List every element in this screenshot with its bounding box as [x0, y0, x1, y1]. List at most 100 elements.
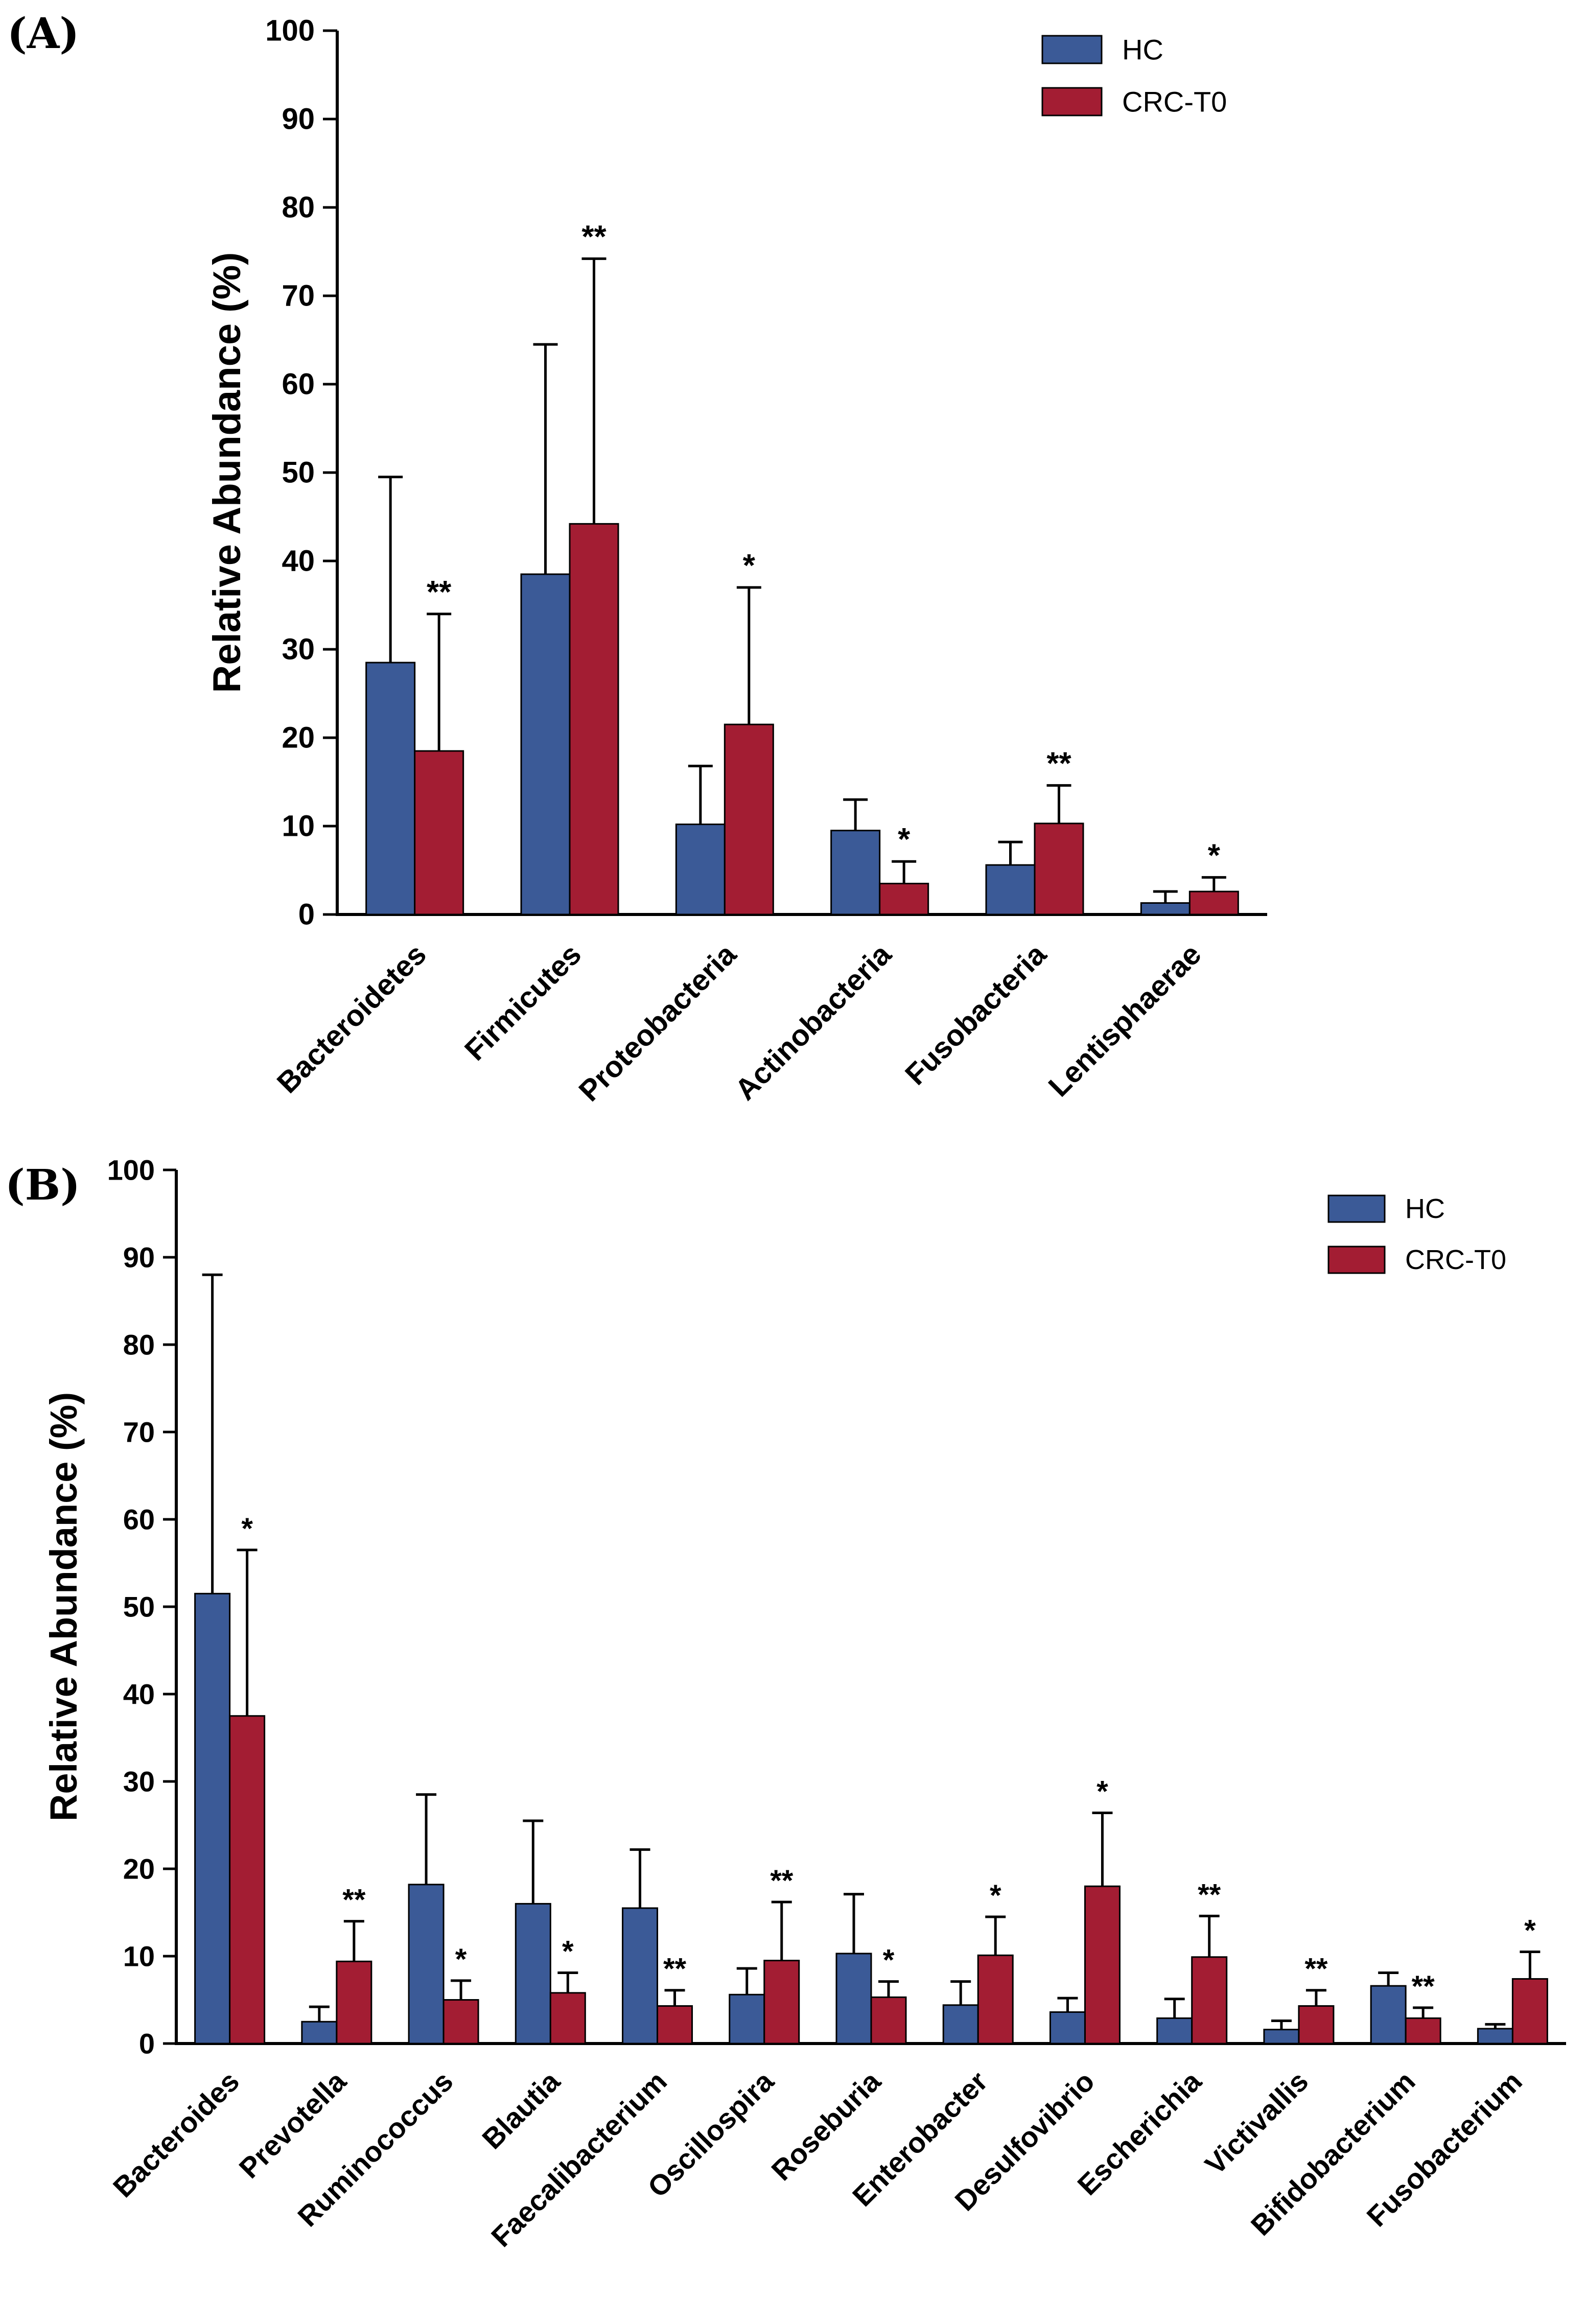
bar — [1263, 2029, 1300, 2045]
bar — [879, 882, 929, 915]
x-category-label: Bacteroidetes — [271, 937, 433, 1099]
x-category-label: Victivallis — [1199, 2065, 1315, 2181]
y-tick-label: 90 — [123, 1241, 155, 1274]
y-tick-label: 80 — [282, 191, 315, 224]
significance-star: * — [1097, 1775, 1108, 1809]
bar — [1049, 2011, 1086, 2045]
y-tick-label: 70 — [123, 1416, 155, 1448]
bar — [515, 1903, 551, 2045]
bar — [1370, 1985, 1407, 2045]
y-tick-label: 10 — [123, 1940, 155, 1973]
significance-star: * — [990, 1879, 1001, 1912]
panel-b-label: (B) — [5, 1161, 80, 1210]
bar — [870, 1996, 907, 2045]
bar — [1405, 2017, 1441, 2045]
bar — [675, 824, 726, 915]
y-tick-label: 60 — [123, 1504, 155, 1536]
x-category-label: Faecalibacterium — [485, 2065, 673, 2253]
bar — [977, 1954, 1014, 2045]
significance-star: ** — [342, 1884, 366, 1917]
bar — [414, 750, 464, 915]
bar — [729, 1993, 765, 2045]
bar — [1140, 902, 1191, 915]
y-axis-title: Relative Abundance (%) — [42, 1392, 85, 1821]
bar — [229, 1715, 266, 2045]
bar — [442, 1999, 479, 2045]
bar — [657, 2005, 693, 2045]
y-tick-label: 0 — [298, 898, 315, 931]
bar — [194, 1592, 231, 2045]
y-tick-label: 60 — [282, 368, 315, 401]
significance-star: ** — [1412, 1970, 1435, 2003]
x-category-label: Bacteroides — [107, 2065, 245, 2203]
y-tick-label: 100 — [265, 14, 315, 48]
significance-star: ** — [663, 1953, 687, 1986]
y-tick-label: 40 — [282, 545, 315, 578]
legend-swatch — [1327, 1246, 1386, 1274]
y-tick-label: 20 — [282, 721, 315, 755]
bar — [1034, 823, 1084, 915]
x-category-label: Firmicutes — [458, 937, 588, 1067]
x-category-label: Lentisphaerae — [1042, 937, 1207, 1103]
y-tick-label: 100 — [107, 1154, 155, 1186]
y-tick-label: 30 — [123, 1766, 155, 1798]
significance-star: ** — [427, 575, 452, 610]
significance-star: * — [1524, 1914, 1536, 1947]
bar — [336, 1960, 372, 2045]
significance-star: * — [883, 1944, 895, 1977]
y-tick-label: 70 — [282, 279, 315, 313]
legend-swatch — [1041, 35, 1103, 64]
x-category-label: Proteobacteria — [572, 937, 743, 1108]
bar — [985, 864, 1036, 915]
bar — [408, 1884, 445, 2045]
significance-star: ** — [770, 1864, 794, 1897]
panel-a-chart: 0 10 20 30 40 50 60 70 80 90 100 Relative Abundance… — [205, 14, 1267, 1108]
bar — [942, 2004, 979, 2045]
bar — [569, 523, 619, 915]
significance-star: * — [1208, 838, 1221, 873]
significance-star: * — [241, 1512, 253, 1545]
legend-label: CRC-T0 — [1405, 1245, 1506, 1275]
significance-star: * — [743, 548, 756, 583]
bar — [1477, 2028, 1513, 2045]
legend-label: CRC-T0 — [1122, 86, 1227, 118]
y-tick-label: 20 — [123, 1853, 155, 1885]
y-tick-label: 40 — [123, 1678, 155, 1710]
bar — [1191, 1956, 1228, 2045]
x-category-label: Fusobacteria — [899, 937, 1053, 1092]
x-category-label: Blautia — [476, 2064, 566, 2155]
y-tick-label: 80 — [123, 1329, 155, 1361]
y-tick-label: 10 — [282, 810, 315, 843]
y-axis-title: Relative Abundance (%) — [205, 252, 249, 693]
bar — [835, 1953, 872, 2045]
y-tick-label: 50 — [282, 456, 315, 489]
x-category-label: Actinobacteria — [729, 937, 898, 1107]
y-tick-label: 50 — [123, 1591, 155, 1623]
legend-label: HC — [1122, 34, 1163, 66]
bar — [1188, 890, 1239, 915]
significance-star: ** — [1304, 1953, 1328, 1986]
bar — [830, 830, 881, 915]
y-tick-label: 0 — [139, 2028, 155, 2060]
legend-swatch — [1327, 1194, 1386, 1223]
significance-star: * — [455, 1943, 467, 1976]
bar — [622, 1907, 659, 2045]
bar — [520, 573, 571, 915]
bar — [724, 723, 774, 915]
bar — [365, 662, 416, 915]
panel-b-chart: 0 10 20 30 40 50 60 70 80 90 100 Relative Abundance… — [42, 1154, 1566, 2253]
bar — [549, 1992, 586, 2045]
significance-star: ** — [581, 219, 607, 254]
bar — [763, 1960, 800, 2045]
panel-a-label: (A) — [7, 9, 80, 58]
legend-label: HC — [1405, 1193, 1445, 1224]
bar — [1511, 1978, 1548, 2045]
significance-star: * — [898, 822, 911, 857]
bar — [1156, 2017, 1193, 2045]
legend-swatch — [1041, 87, 1103, 116]
significance-star: ** — [1198, 1878, 1221, 1911]
bar — [301, 2021, 338, 2045]
significance-star: * — [562, 1935, 574, 1968]
significance-star: ** — [1046, 746, 1071, 781]
